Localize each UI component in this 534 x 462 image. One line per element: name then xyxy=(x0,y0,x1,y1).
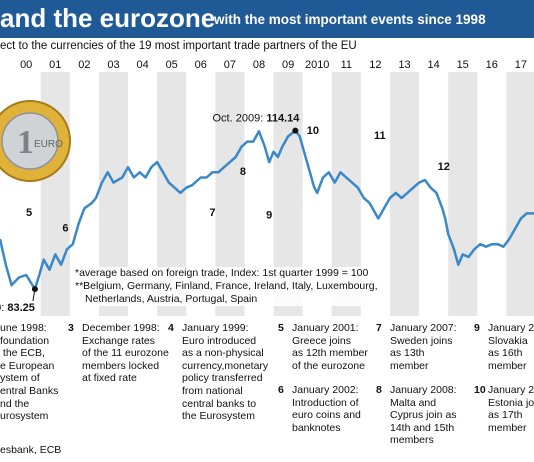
footnote-line: **Belgium, Germany, Finland, France, Ire… xyxy=(75,280,378,292)
value-annotations: Oct. 2009: 114.14 00: 83.25 xyxy=(0,113,300,314)
source-credit: esbank, ECB xyxy=(0,444,62,456)
event-marker: 10 xyxy=(307,125,319,137)
year-tick-label: 11 xyxy=(341,59,352,71)
event-text: January 2 Estonia joi as 17th member xyxy=(488,384,534,434)
year-tick-label: 17 xyxy=(515,59,527,71)
annotation-label: 00: 83.25 xyxy=(0,302,35,314)
title-bar: and the eurozone with the most important… xyxy=(0,0,534,38)
annotation-leader xyxy=(32,288,36,302)
year-tick-label: 12 xyxy=(369,59,381,71)
year-tick-label: 2010 xyxy=(305,59,329,71)
event-text: January 1999: Euro introduced as a non-p… xyxy=(182,322,269,423)
event-marker: 12 xyxy=(438,161,450,173)
year-stripe xyxy=(506,72,534,316)
year-tick-label: 08 xyxy=(253,59,265,71)
year-tick-labels: 00 01 02 03 04 05 06 07 08 09 2010 11 12 13 14 15 16 17 xyxy=(20,59,527,71)
year-tick-label: 02 xyxy=(78,59,90,71)
event-text: January 2008: Malta and Cyprus join as 1… xyxy=(390,384,457,447)
event-text: December 1998: Exchange rates of the 11 … xyxy=(82,322,169,385)
event-marker: 5 xyxy=(26,207,32,219)
year-tick-label: 13 xyxy=(398,59,410,71)
euro-coin-icon: 1 EURO xyxy=(0,100,71,182)
year-tick-label: 01 xyxy=(49,59,61,71)
event-number: 8 xyxy=(376,384,382,396)
event-marker: 7 xyxy=(209,207,215,219)
event-text: January 2007: Sweden joins as 13th membe… xyxy=(390,322,457,372)
event-number: 7 xyxy=(376,322,382,334)
year-stripe xyxy=(448,72,478,316)
event-number: 3 xyxy=(68,322,74,334)
footnote: *average based on foreign trade, Index: … xyxy=(75,267,378,306)
event-marker: 11 xyxy=(374,130,386,142)
year-tick-label: 15 xyxy=(457,59,469,71)
event-number: 5 xyxy=(278,322,284,334)
event-number: 10 xyxy=(474,384,486,396)
annotation-label: Oct. 2009: 114.14 xyxy=(213,113,301,125)
event-text: January 2001: Greece joins as 12th membe… xyxy=(292,322,368,372)
annotation-dot xyxy=(292,127,299,134)
footnote-line: Netherlands, Austria, Portugal, Spain xyxy=(85,293,258,305)
event-text: January 2002: Introduction of euro coins… xyxy=(292,384,361,434)
svg-text:1: 1 xyxy=(17,124,34,161)
event-marker: 9 xyxy=(266,210,272,222)
event-list: une 1998: foundation the ECB, e European… xyxy=(0,322,534,446)
year-tick-label: 03 xyxy=(107,59,119,71)
page-subtitle: with the most important events since 199… xyxy=(214,12,486,27)
event-number: 9 xyxy=(474,322,480,334)
page-title: and the eurozone xyxy=(0,3,216,33)
event-number: 6 xyxy=(278,384,284,396)
year-tick-label: 16 xyxy=(486,59,498,71)
year-tick-label: 00 xyxy=(20,59,32,71)
year-tick-label: 09 xyxy=(282,59,294,71)
year-tick-label: 05 xyxy=(166,59,178,71)
year-tick-label: 06 xyxy=(195,59,207,71)
event-number: 4 xyxy=(168,322,174,334)
footnote-line: *average based on foreign trade, Index: … xyxy=(75,267,369,279)
event-marker: 8 xyxy=(240,166,246,178)
event-text: January 2 Slovakia as 16th member xyxy=(488,322,534,372)
chart-description: ect to the currencies of the 19 most imp… xyxy=(0,40,357,52)
year-tick-label: 07 xyxy=(224,59,236,71)
year-tick-label: 04 xyxy=(136,59,148,71)
event-markers: 5 6 7 8 9 10 11 12 xyxy=(26,125,450,234)
exchange-rate-line xyxy=(0,129,534,291)
svg-text:EURO: EURO xyxy=(34,139,63,150)
event-marker: 6 xyxy=(62,222,68,234)
event-text: une 1998: foundation the ECB, e European… xyxy=(0,322,59,423)
year-tick-label: 14 xyxy=(427,59,439,71)
